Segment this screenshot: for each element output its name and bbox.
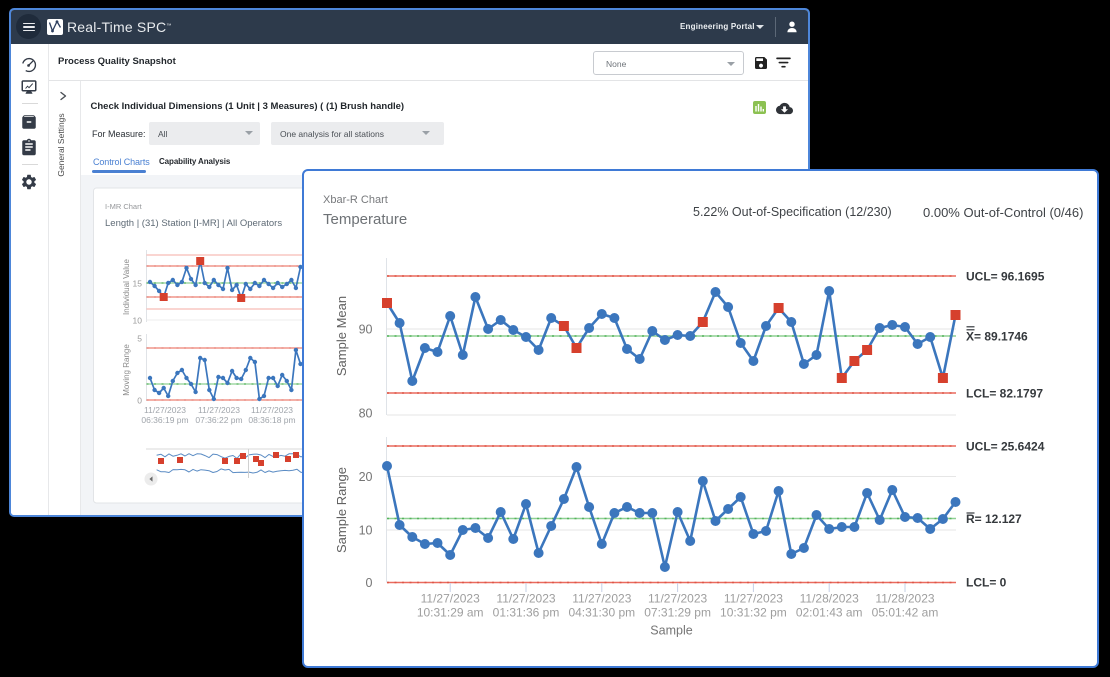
svg-text:10: 10 [359, 524, 373, 538]
svg-text:11/27/2023: 11/27/2023 [724, 592, 783, 606]
svg-text:LCL= 82.1797: LCL= 82.1797 [966, 387, 1043, 401]
svg-text:Sample: Sample [650, 624, 692, 638]
svg-text:11/27/2023: 11/27/2023 [496, 592, 555, 606]
svg-text:11/28/2023: 11/28/2023 [800, 592, 859, 606]
svg-text:11/27/2023: 11/27/2023 [572, 592, 631, 606]
svg-text:90: 90 [359, 323, 373, 337]
svg-text:11/28/2023: 11/28/2023 [875, 592, 934, 606]
svg-text:UCL= 25.6424: UCL= 25.6424 [966, 440, 1045, 454]
svg-text:05:01:42 am: 05:01:42 am [872, 606, 939, 620]
svg-text:01:31:36 pm: 01:31:36 pm [493, 606, 560, 620]
svg-text:20: 20 [359, 470, 373, 484]
svg-text:X= 89.1746: X= 89.1746 [966, 330, 1028, 344]
svg-text:11/27/2023: 11/27/2023 [421, 592, 480, 606]
svg-text:UCL= 96.1695: UCL= 96.1695 [966, 270, 1045, 284]
svg-text:Sample Mean: Sample Mean [334, 296, 349, 376]
svg-text:04:31:30 pm: 04:31:30 pm [568, 606, 635, 620]
svg-text:R= 12.127: R= 12.127 [966, 512, 1022, 526]
svg-text:10:31:29 am: 10:31:29 am [417, 606, 484, 620]
svg-text:02:01:43 am: 02:01:43 am [796, 606, 863, 620]
svg-text:07:31:29 pm: 07:31:29 pm [644, 606, 711, 620]
svg-text:0: 0 [366, 576, 373, 590]
svg-text:Sample Range: Sample Range [334, 467, 349, 553]
svg-text:LCL= 0: LCL= 0 [966, 576, 1007, 590]
svg-text:80: 80 [359, 407, 373, 421]
svg-text:10:31:32 pm: 10:31:32 pm [720, 606, 787, 620]
svg-text:11/27/2023: 11/27/2023 [648, 592, 707, 606]
